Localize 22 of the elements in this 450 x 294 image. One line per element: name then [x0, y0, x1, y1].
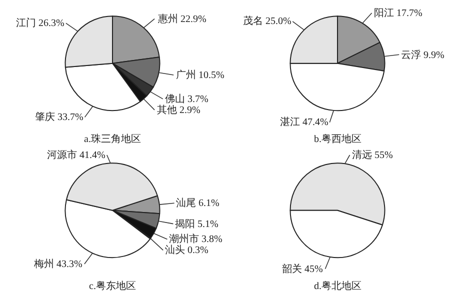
slice-label: 其他 2.9% [157, 104, 200, 116]
slice-label: 佛山 3.7% [165, 93, 208, 105]
slice-label: 云浮 9.9% [401, 49, 444, 61]
slice-label: 河源市 41.4% [47, 149, 106, 161]
text: d.粤北地区 [314, 280, 362, 292]
slice-label: 肇庆 33.7% [35, 111, 84, 123]
slice-label: 江门 26.3% [16, 17, 64, 29]
slice-label: 清远 55% [352, 149, 393, 161]
slice-label: 惠州 22.9% [157, 13, 206, 25]
text: b.粤西地区 [314, 133, 362, 145]
slice-label: 茂名 25.0% [243, 15, 292, 27]
slice-label: 汕头 0.3% [165, 244, 208, 256]
slice-label: 广州 10.5% [176, 69, 224, 81]
slice-label: 揭阳 5.1% [175, 218, 218, 230]
text: c.粤东地区 [89, 280, 136, 292]
text: a.珠三角地区 [84, 133, 141, 145]
slice-label: 梅州 43.3% [33, 258, 82, 270]
slice-label: 韶关 45% [282, 263, 323, 275]
slice-label: 湛江 47.4% [280, 116, 328, 128]
slice-label: 潮州市 3.8% [169, 233, 222, 245]
slice-label: 汕尾 6.1% [176, 197, 220, 209]
slice-label: 阳江 17.7% [374, 7, 422, 19]
